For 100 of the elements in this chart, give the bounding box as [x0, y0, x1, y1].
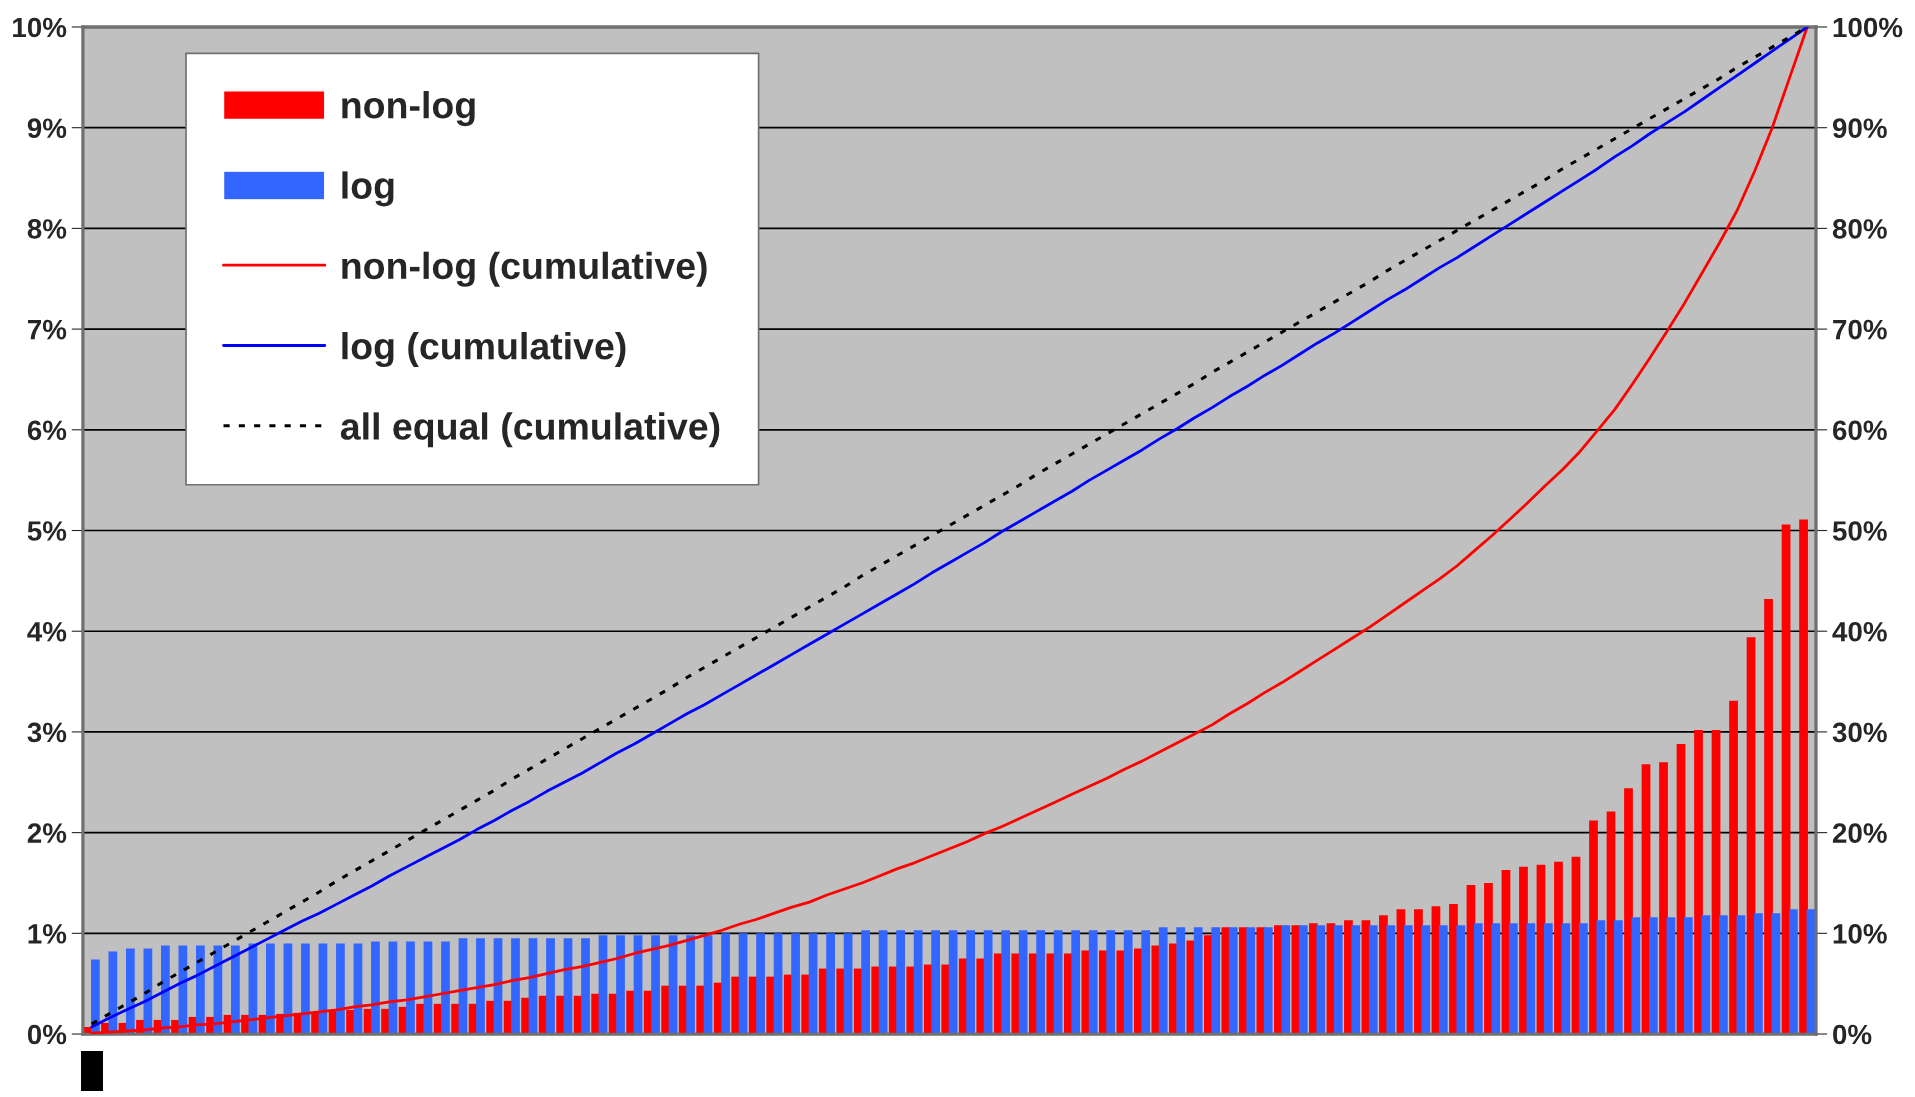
bar	[1071, 930, 1081, 1035]
bar	[1684, 917, 1693, 1035]
bar	[161, 945, 170, 1035]
bar	[1123, 930, 1133, 1035]
bar	[1036, 930, 1046, 1035]
legend-label: all equal (cumulative)	[340, 412, 720, 448]
bar	[808, 933, 818, 1035]
bar	[1018, 930, 1028, 1035]
bar	[125, 948, 135, 1035]
legend-label: log (cumulative)	[342, 332, 626, 368]
y-tick-label: 7%	[27, 319, 67, 340]
y-tick-label: 4%	[27, 621, 67, 642]
bar	[581, 938, 590, 1035]
bar	[1141, 930, 1151, 1035]
bar	[1789, 909, 1798, 1035]
y-tick-label: 10%	[13, 17, 67, 38]
y-tick-label: 2%	[27, 823, 67, 843]
bar	[1694, 729, 1703, 1035]
y2-tick-label: 50%	[1832, 521, 1887, 541]
bar	[1053, 930, 1063, 1035]
bar	[1613, 920, 1623, 1035]
bar	[476, 938, 485, 1035]
bar	[1543, 923, 1553, 1035]
bar	[1298, 925, 1308, 1035]
y-tick-label: 1%	[28, 924, 67, 944]
bar	[301, 943, 310, 1035]
bar	[1368, 925, 1378, 1035]
bar	[1333, 925, 1343, 1035]
bar	[1596, 920, 1606, 1035]
bar	[948, 930, 958, 1035]
y-tick-label: 5%	[27, 521, 67, 541]
bar	[1526, 923, 1536, 1035]
bar	[1729, 700, 1738, 1035]
y-tick-label: 6%	[27, 420, 67, 441]
y2-tick-label: 80%	[1832, 219, 1887, 239]
bar	[1701, 915, 1711, 1035]
bar	[756, 933, 765, 1035]
bar	[1001, 930, 1011, 1035]
bar	[703, 935, 713, 1035]
bar	[896, 930, 905, 1035]
bar	[196, 945, 205, 1035]
bar	[843, 933, 853, 1035]
bar	[1754, 913, 1763, 1035]
legend-label: non-log (cumulative)	[342, 251, 707, 287]
bar	[1088, 930, 1098, 1035]
bar	[1193, 927, 1203, 1035]
bar	[406, 941, 415, 1035]
y2-tick-label: 90%	[1832, 118, 1887, 139]
y-tick-label: 8%	[27, 219, 67, 239]
y2-tick-label: 60%	[1832, 420, 1887, 441]
bar	[1764, 598, 1773, 1035]
bar	[1281, 925, 1291, 1035]
bar	[1631, 917, 1641, 1035]
y-tick-label: 3%	[27, 722, 67, 743]
bar	[231, 945, 240, 1035]
bar	[1508, 923, 1518, 1035]
bar	[878, 930, 888, 1035]
bar	[1648, 917, 1658, 1035]
bar	[983, 930, 993, 1035]
bar	[1438, 925, 1448, 1035]
y-tick-label: 9%	[27, 118, 67, 139]
bar	[1176, 927, 1186, 1035]
bar	[966, 930, 976, 1035]
bar	[1806, 909, 1816, 1035]
bar	[441, 941, 450, 1035]
bar	[1666, 917, 1676, 1035]
legend-label: log	[342, 171, 394, 207]
bar	[773, 933, 783, 1035]
y2-tick-label: 10%	[1833, 924, 1887, 944]
bar	[1351, 925, 1361, 1035]
bar	[1403, 925, 1413, 1035]
bar	[1211, 927, 1221, 1035]
bar	[1719, 915, 1728, 1035]
bar	[1659, 762, 1668, 1035]
y2-tick-label: 0%	[1833, 1024, 1872, 1045]
legend-label: non-log	[342, 91, 475, 127]
y2-tick-label: 20%	[1832, 823, 1887, 843]
bar	[1799, 519, 1808, 1035]
y2-tick-label: 40%	[1832, 621, 1887, 642]
bar	[336, 943, 345, 1035]
bar	[721, 933, 730, 1035]
bar	[1491, 923, 1501, 1035]
bar	[1473, 923, 1483, 1035]
bar	[511, 938, 520, 1035]
y2-tick-label: 30%	[1832, 722, 1887, 743]
bar	[931, 930, 940, 1035]
bar	[913, 930, 923, 1035]
bar	[651, 935, 660, 1035]
bar	[1561, 923, 1571, 1035]
bar	[616, 935, 625, 1035]
bar	[1158, 927, 1168, 1035]
bar	[826, 933, 835, 1035]
bar	[861, 930, 870, 1035]
y-tick-label: 0%	[27, 1024, 67, 1045]
bar	[371, 941, 380, 1035]
bar	[1263, 927, 1273, 1035]
bar	[686, 935, 695, 1035]
bar	[791, 933, 800, 1035]
bar	[1316, 925, 1326, 1035]
bar	[738, 933, 748, 1035]
